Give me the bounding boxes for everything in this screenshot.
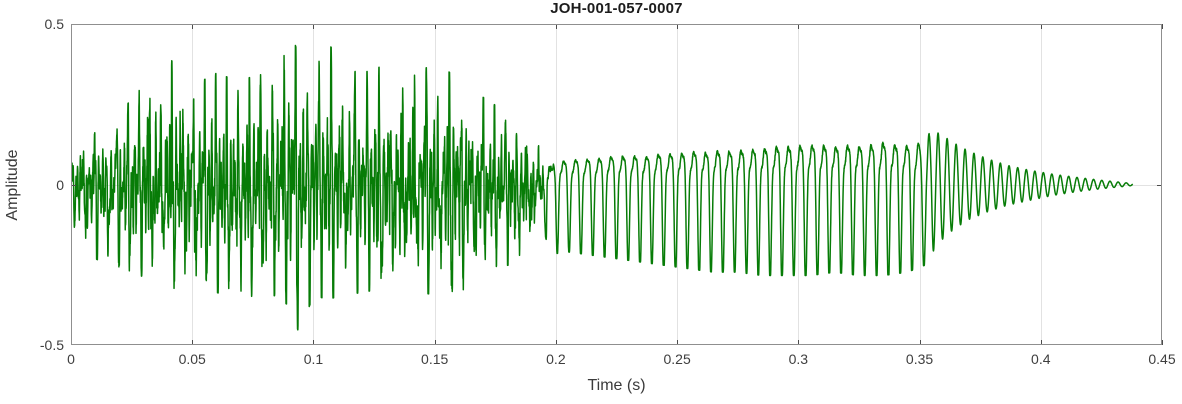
x-tick-mark: [920, 24, 921, 29]
x-tick-mark: [1162, 340, 1163, 345]
x-tick-label: 0.15: [421, 351, 449, 367]
x-tick-mark: [677, 340, 678, 345]
waveform-canvas: [71, 24, 1162, 345]
x-tick-label: 0.05: [178, 351, 206, 367]
x-tick-label: 0.3: [788, 351, 809, 367]
x-tick-mark: [556, 24, 557, 29]
x-tick-mark: [192, 24, 193, 29]
x-tick-label: 0.1: [303, 351, 324, 367]
chart-title: JOH-001-057-0007: [550, 0, 683, 17]
x-tick-mark: [435, 340, 436, 345]
x-tick-mark: [677, 24, 678, 29]
y-tick-mark: [1157, 185, 1162, 186]
y-tick-mark: [1157, 344, 1162, 345]
y-tick-mark: [71, 24, 76, 25]
y-tick-mark: [1157, 24, 1162, 25]
x-tick-mark: [313, 340, 314, 345]
x-tick-mark: [1041, 340, 1042, 345]
x-tick-label: 0.35: [905, 351, 934, 367]
x-tick-mark: [798, 24, 799, 29]
x-tick-mark: [1041, 24, 1042, 29]
y-tick-label: 0: [56, 176, 64, 193]
y-tick-mark: [71, 344, 76, 345]
x-tick-label: 0.45: [1148, 351, 1176, 367]
x-tick-label: 0.2: [546, 351, 566, 367]
x-tick-mark: [313, 24, 314, 29]
y-tick-label: -0.5: [39, 337, 64, 353]
x-tick-label: 0: [67, 351, 75, 367]
x-tick-mark: [556, 340, 557, 345]
y-tick-mark: [71, 185, 76, 186]
x-axis-label: Time (s): [587, 377, 646, 394]
x-tick-label: 0.4: [1031, 351, 1051, 367]
x-tick-mark: [435, 24, 436, 29]
x-tick-mark: [920, 340, 921, 345]
y-tick-label: 0.5: [44, 16, 64, 32]
x-tick-mark: [798, 340, 799, 345]
plot-area: [71, 24, 1163, 345]
x-tick-mark: [1162, 24, 1163, 29]
x-tick-label: 0.25: [663, 351, 691, 367]
x-tick-mark: [192, 340, 193, 345]
